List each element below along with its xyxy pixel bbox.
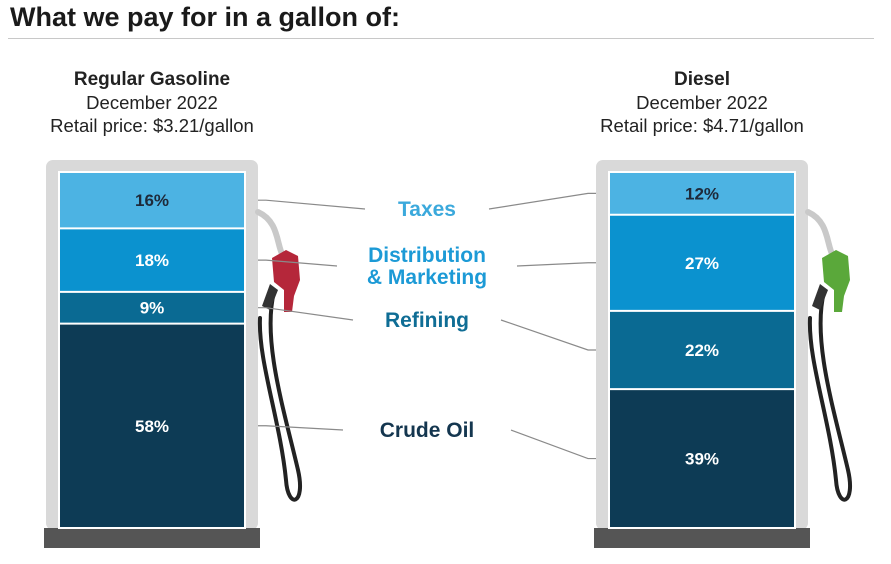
diesel-bar-segment (609, 310, 795, 390)
diesel-period: December 2022 (636, 92, 768, 113)
category-label: & Marketing (367, 266, 487, 289)
diesel-nozzle-icon (805, 209, 853, 502)
connector-line (258, 425, 344, 431)
connector-line (258, 307, 354, 321)
diesel-header: Diesel December 2022 Retail price: $4.71… (552, 68, 852, 137)
category-label: Taxes (398, 198, 456, 221)
gasoline-data-label: 16% (135, 191, 169, 210)
diesel-fuel-name: Diesel (674, 69, 730, 90)
title-divider (8, 38, 874, 39)
gasoline-bar-segment (59, 323, 245, 528)
connector-line (510, 429, 596, 460)
gasoline-data-label: 9% (140, 299, 165, 318)
diesel-bar-segment (609, 214, 795, 311)
chart-title: What we pay for in a gallon of: (10, 2, 401, 32)
category-label: Distribution (368, 244, 486, 267)
category-label: Crude Oil (380, 419, 475, 442)
gasoline-header: Regular Gasoline December 2022 Retail pr… (2, 68, 302, 137)
diesel-data-label: 22% (685, 341, 719, 360)
gasoline-nozzle-icon (255, 209, 303, 502)
diesel-pump: 12% 27% 22% 39% (594, 160, 853, 548)
connector-line (488, 192, 596, 210)
diesel-data-label: 39% (685, 450, 719, 469)
diesel-pump-base (594, 528, 810, 548)
gasoline-period: December 2022 (86, 92, 218, 113)
diesel-bar-segment (609, 172, 795, 215)
gasoline-fuel-name: Regular Gasoline (73, 69, 231, 90)
connector-line (500, 319, 596, 351)
diesel-data-label: 12% (685, 184, 719, 203)
diesel-bar-segment (609, 389, 795, 528)
diesel-retail-price: Retail price: $4.71/gallon (600, 115, 804, 136)
connector-line (258, 199, 366, 210)
gasoline-bar-segment (59, 172, 245, 229)
gasoline-pump-base (44, 528, 260, 548)
gasoline-bar-segment (59, 228, 245, 292)
gasoline-data-label: 58% (135, 417, 169, 436)
category-label: Refining (385, 309, 469, 332)
gasoline-pump: 16% 18% 9% 58% (44, 160, 303, 548)
gasoline-data-label: 18% (135, 251, 169, 270)
diesel-data-label: 27% (685, 254, 719, 273)
gasoline-retail-price: Retail price: $3.21/gallon (50, 115, 254, 136)
connector-line (258, 259, 338, 267)
connector-line (516, 262, 596, 267)
gasoline-bar-segment (59, 291, 245, 324)
